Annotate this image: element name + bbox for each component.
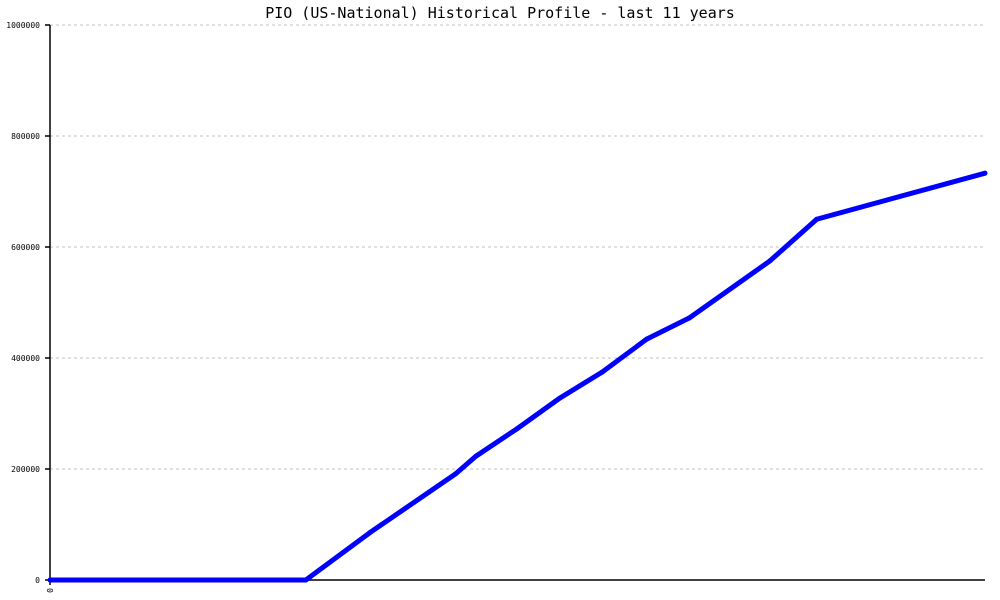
y-tick-label: 1000000	[6, 21, 40, 30]
data-point	[303, 577, 309, 583]
y-tick-label: 800000	[11, 132, 40, 141]
y-tick-label: 0	[35, 576, 40, 585]
y-tick-label: 200000	[11, 465, 40, 474]
x-tick-label: 0	[46, 588, 55, 593]
data-point	[814, 216, 820, 222]
data-point	[514, 426, 520, 432]
data-point	[367, 530, 373, 536]
data-point	[600, 369, 605, 375]
data-point	[47, 577, 53, 583]
data-point	[644, 336, 650, 342]
data-point	[557, 395, 563, 401]
data-point	[473, 453, 479, 459]
y-tick-label: 400000	[11, 354, 40, 363]
data-point	[982, 170, 988, 176]
chart-title: PIO (US-National) Historical Profile - l…	[265, 4, 735, 22]
y-tick-label: 600000	[11, 243, 40, 252]
data-point	[452, 471, 458, 477]
data-line	[50, 170, 986, 583]
data-point	[686, 315, 692, 321]
data-point	[767, 258, 773, 264]
